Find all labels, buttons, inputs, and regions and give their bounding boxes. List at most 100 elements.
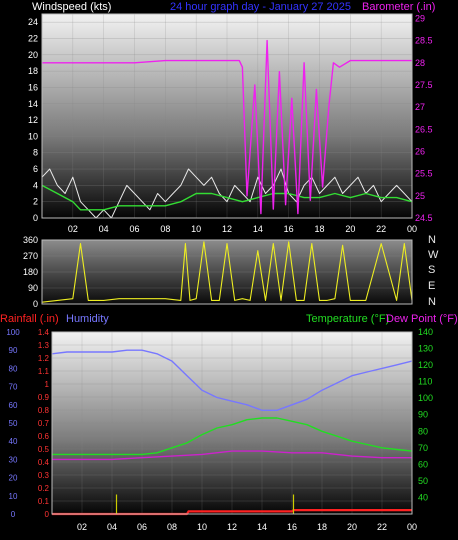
humidity-tick-label: 10	[9, 492, 18, 501]
temperature-line	[52, 417, 413, 456]
panel1-background	[42, 14, 412, 218]
temperature-tick-label: 90	[418, 410, 428, 420]
hour-tick-label: 18	[314, 224, 324, 234]
compass-w: W	[428, 249, 439, 261]
hour-tick-label: 06	[129, 224, 139, 234]
barometer-tick-label: 28.5	[415, 36, 433, 46]
compass-e: E	[428, 280, 436, 292]
temperature-axis-label: Temperature (°F)	[306, 313, 390, 325]
barometer-tick-label: 24.5	[415, 213, 433, 223]
compass-s: S	[428, 264, 436, 276]
hour-tick-label: 04	[107, 522, 117, 532]
barometer-tick-label: 25	[415, 191, 425, 201]
rainfall-tick-label: 0.5	[38, 445, 50, 454]
humidity-tick-label: 30	[9, 455, 18, 464]
windspeed-tick-label: 16	[28, 82, 38, 92]
rainfall-tick-label: 0.8	[38, 406, 50, 415]
direction-tick-label: 0	[33, 299, 38, 309]
temperature-tick-label: 40	[418, 492, 428, 502]
barometer-tick-label: 29	[415, 13, 425, 23]
rainfall-tick-label: 0.6	[38, 432, 50, 441]
hour-tick-label: 04	[99, 224, 109, 234]
panel3-background	[52, 332, 412, 514]
hour-tick-label: 06	[137, 522, 147, 532]
barometer-line	[42, 39, 412, 215]
humidity-axis-label: Humidity	[66, 313, 109, 325]
panel3-frame	[51, 331, 413, 515]
temperature-tick-label: 130	[418, 344, 433, 354]
barometer-tick-label: 25.5	[415, 169, 433, 179]
windspeed-tick-label: 4	[33, 180, 38, 190]
rainfall-tick-label: 0.3	[38, 471, 50, 480]
rainfall-tick-label: 1.2	[38, 354, 50, 363]
barometer-tick-label: 26	[415, 146, 425, 156]
graph-title: 24 hour graph day - January 27 2025	[170, 1, 352, 13]
barometer-tick-label: 27	[415, 102, 425, 112]
windspeed-tick-label: 22	[28, 33, 38, 43]
barometer-tick-label: 28	[415, 58, 425, 68]
direction-tick-label: 360	[23, 235, 38, 245]
temperature-tick-label: 120	[418, 360, 433, 370]
temperature-tick-label: 70	[418, 443, 428, 453]
hour-tick-label: 10	[197, 522, 207, 532]
temperature-tick-label: 60	[418, 459, 428, 469]
humidity-tick-label: 50	[9, 419, 18, 428]
temperature-tick-label: 100	[418, 393, 433, 403]
hour-tick-label: 16	[284, 224, 294, 234]
compass-n-bottom: N	[428, 296, 436, 308]
direction-tick-label: 90	[28, 283, 38, 293]
humidity-tick-label: 100	[6, 328, 20, 337]
humidity-tick-label: 70	[9, 383, 18, 392]
dewpoint-axis-label: Dew Point (°F)	[386, 313, 458, 325]
rainfall-tick-label: 1.1	[38, 367, 50, 376]
barometer-tick-label: 26.5	[415, 124, 433, 134]
humidity-line	[51, 349, 413, 411]
rainfall-tick-label: 1	[45, 380, 50, 389]
hour-tick-label: 16	[287, 522, 297, 532]
hour-tick-label: 22	[376, 224, 386, 234]
temperature-tick-label: 140	[418, 327, 433, 337]
rainfall-tick-label: 0.9	[38, 393, 50, 402]
windspeed-tick-label: 14	[28, 99, 38, 109]
hour-tick-label: 18	[317, 522, 327, 532]
hour-tick-label: 12	[222, 224, 232, 234]
windspeed-tick-label: 12	[28, 115, 38, 125]
hour-tick-label: 08	[160, 224, 170, 234]
barometer-axis-label: Barometer (.in)	[362, 1, 436, 13]
humidity-tick-label: 20	[9, 474, 18, 483]
hour-tick-label: 20	[345, 224, 355, 234]
rainfall-tick-label: 1.3	[38, 341, 50, 350]
hour-tick-label: 12	[227, 522, 237, 532]
windspeed-tick-label: 2	[33, 197, 38, 207]
windspeed-tick-label: 10	[28, 131, 38, 141]
panel1-frame	[41, 13, 413, 219]
barometer-tick-label: 27.5	[415, 80, 433, 90]
windspeed-tick-label: 20	[28, 50, 38, 60]
hour-tick-label: 00	[407, 522, 417, 532]
windspeed-axis-label: Windspeed (kts)	[32, 1, 112, 13]
hour-tick-label: 14	[253, 224, 263, 234]
direction-tick-label: 180	[23, 267, 38, 277]
temperature-tick-label: 110	[418, 377, 432, 387]
rainfall-tick-label: 0.2	[38, 484, 50, 493]
wind-barometer-panel: 02468101214161820222424.52525.52626.5272…	[28, 13, 433, 234]
humidity-tick-label: 40	[9, 437, 18, 446]
hour-tick-label: 20	[347, 522, 357, 532]
rainfall-tick-label: 0.7	[38, 419, 50, 428]
hour-tick-label: 02	[77, 522, 87, 532]
wind-average-line	[41, 184, 413, 211]
compass-n-top: N	[428, 234, 436, 246]
temperature-tick-label: 50	[418, 476, 428, 486]
panel2-frame	[41, 239, 413, 305]
humidity-tick-label: 60	[9, 401, 18, 410]
humidity-tick-label: 0	[11, 510, 16, 519]
hour-tick-label: 00	[407, 224, 417, 234]
windspeed-tick-label: 0	[33, 213, 38, 223]
rainfall-tick-label: 1.4	[38, 328, 50, 337]
rainfall-axis-label: Rainfall (.in)	[0, 313, 59, 325]
direction-tick-label: 270	[23, 251, 38, 261]
temp-humidity-panel: 0 0.1 0.2 0.3 0.4 0.5 0.6 0.7 0.8 0.9 1 1.1 1.2 1.3 1.…	[6, 327, 433, 532]
hour-tick-label: 02	[68, 224, 78, 234]
rainfall-tick-label: 0.1	[38, 497, 50, 506]
